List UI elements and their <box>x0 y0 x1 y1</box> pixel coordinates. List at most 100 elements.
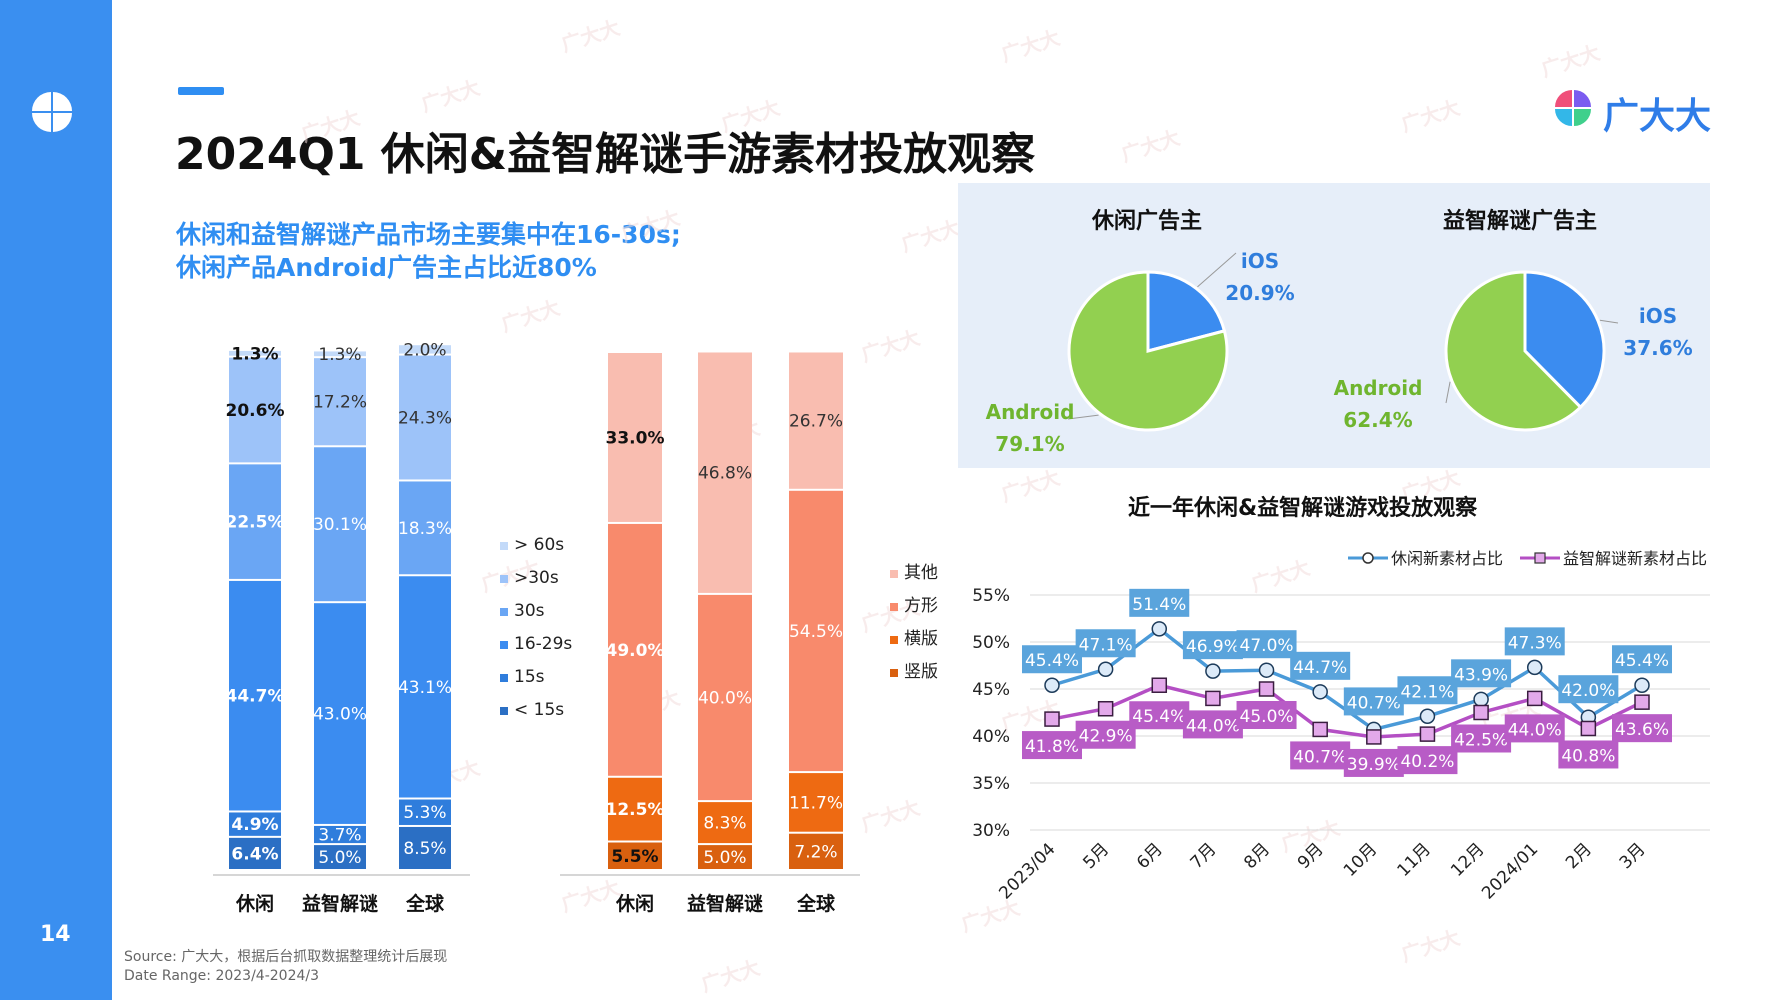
line-legend-label: 益智解谜新素材占比 <box>1563 549 1707 568</box>
format-category-label: 益智解谜 <box>687 892 763 915</box>
subtitle-line-2: 休闲产品Android广告主占比近80% <box>176 253 597 282</box>
line-data-label: 40.7% <box>1293 747 1347 767</box>
line-label-box <box>1451 659 1512 688</box>
line-data-label: 46.9% <box>1186 637 1240 657</box>
duration-value-label: 6.4% <box>231 844 278 864</box>
line-label-box <box>1612 645 1672 674</box>
line-label-box <box>1236 630 1297 659</box>
duration-category-label: 益智解谜 <box>302 892 378 915</box>
line-data-label: 42.1% <box>1400 682 1454 702</box>
line-label-box <box>1343 687 1404 716</box>
duration-legend-swatch <box>500 542 508 550</box>
duration-value-label: 5.3% <box>403 803 446 823</box>
duration-value-label: 17.2% <box>313 393 367 413</box>
duration-stacked-bar-chart: 6.4% 4.9% 44.7% 22.5% 20.6% 1.3% 休闲 5.0%3.7% 43.… <box>213 340 572 915</box>
line-label-box <box>1558 740 1619 769</box>
duration-value-label: 1.3% <box>318 345 361 365</box>
line-label-box <box>1075 720 1136 749</box>
format-category-label: 全球 <box>796 892 836 915</box>
line-x-tick: 2024/01 <box>1478 839 1542 903</box>
title-accent-bar <box>178 87 224 95</box>
duration-legend-label: 15s <box>514 667 545 687</box>
format-category-label: 休闲 <box>615 892 654 915</box>
line-label-box <box>1290 651 1351 680</box>
line-legend-marker <box>1362 552 1374 564</box>
watermark-text: 广大大 <box>698 955 763 997</box>
line-label-box <box>1290 741 1351 770</box>
format-legend-label: 竖版 <box>904 662 938 682</box>
watermark-text: 广大大 <box>1398 95 1463 137</box>
duration-segment <box>229 812 281 836</box>
line-point <box>1097 700 1114 717</box>
format-segment <box>608 523 662 776</box>
duration-segment <box>229 357 281 463</box>
line-data-label: 40.2% <box>1400 752 1454 772</box>
casual-pie-slice-value: 20.9% <box>1225 281 1294 305</box>
subtitle-line-1: 休闲和益智解谜产品市场主要集中在16-30s; <box>176 220 681 249</box>
line-data-label: 39.9% <box>1347 755 1401 775</box>
puzzle-pie-slice-value: 37.6% <box>1623 336 1692 360</box>
format-value-label: 5.0% <box>703 848 746 868</box>
brand-logo-icon <box>1555 90 1591 126</box>
sidebar: 14 <box>0 0 112 1000</box>
watermark-text: 广大大 <box>998 465 1063 507</box>
duration-segment <box>229 580 281 811</box>
format-value-label: 26.7% <box>789 412 843 432</box>
watermark-text: 广大大 <box>898 215 963 257</box>
duration-segment <box>399 576 451 798</box>
watermark-text: 广大大 <box>998 25 1063 67</box>
format-segment <box>608 777 662 841</box>
line-point <box>1366 729 1382 745</box>
puzzle-pie-slice <box>1444 270 1583 432</box>
format-segment <box>608 842 662 869</box>
duration-segment <box>399 826 451 869</box>
page-number: 14 <box>40 922 71 947</box>
casual-pie-slice <box>1146 270 1227 353</box>
duration-value-label: 22.5% <box>226 513 285 533</box>
duration-value-label: 43.1% <box>398 678 452 698</box>
format-legend-label: 方形 <box>904 596 938 616</box>
duration-value-label: 5.0% <box>318 848 361 868</box>
brand-name: 广大大 <box>1603 96 1712 137</box>
puzzle-pie-slice-value: 62.4% <box>1343 408 1412 432</box>
format-value-label: 7.2% <box>794 842 837 862</box>
line-x-tick: 6月 <box>1133 839 1167 873</box>
line-data-label: 45.4% <box>1615 651 1669 671</box>
source-line: Source: 广大大，根据后台抓取数据整理统计后展现 <box>124 949 448 965</box>
watermark-text: 广大大 <box>558 15 623 57</box>
line-label-box <box>1612 714 1672 743</box>
duration-segment <box>229 350 281 356</box>
line-label-box <box>1236 701 1297 729</box>
duration-segment <box>399 481 451 575</box>
casual-pie-slice-label: Android <box>986 400 1075 424</box>
line-label-box <box>1075 629 1136 658</box>
duration-value-label: 44.7% <box>226 687 285 707</box>
line-point <box>1312 721 1328 738</box>
duration-value-label: 43.0% <box>313 705 367 725</box>
duration-value-label: 20.6% <box>226 401 285 421</box>
line-point <box>1044 677 1060 693</box>
line-data-label: 45.0% <box>1240 707 1294 727</box>
format-segment <box>698 352 752 593</box>
line-point <box>1419 708 1436 725</box>
line-data-label: 43.6% <box>1615 720 1669 740</box>
duration-segment <box>399 345 451 354</box>
format-segment <box>698 845 752 869</box>
duration-segment <box>399 799 451 825</box>
line-x-tick: 8月 <box>1240 839 1274 873</box>
duration-value-label: 1.3% <box>231 344 278 364</box>
casual-pie-leader-line <box>1197 252 1237 288</box>
line-data-label: 42.9% <box>1079 727 1133 747</box>
format-value-label: 11.7% <box>789 793 843 813</box>
line-label-box <box>1397 746 1458 775</box>
line-data-label: 45.4% <box>1132 707 1186 727</box>
duration-value-label: 24.3% <box>398 409 452 429</box>
line-point <box>1258 681 1275 697</box>
line-point <box>1580 720 1597 737</box>
advertiser-pie-charts: iOS 20.9% Android 79.1% iOS 37.6% Android 62.4% <box>986 249 1693 456</box>
duration-segment <box>399 355 451 480</box>
duration-segment <box>229 837 281 869</box>
line-legend-marker <box>1534 552 1546 564</box>
line-label-box <box>1504 627 1565 656</box>
date-range-line: Date Range: 2023/4-2024/3 <box>124 968 320 984</box>
